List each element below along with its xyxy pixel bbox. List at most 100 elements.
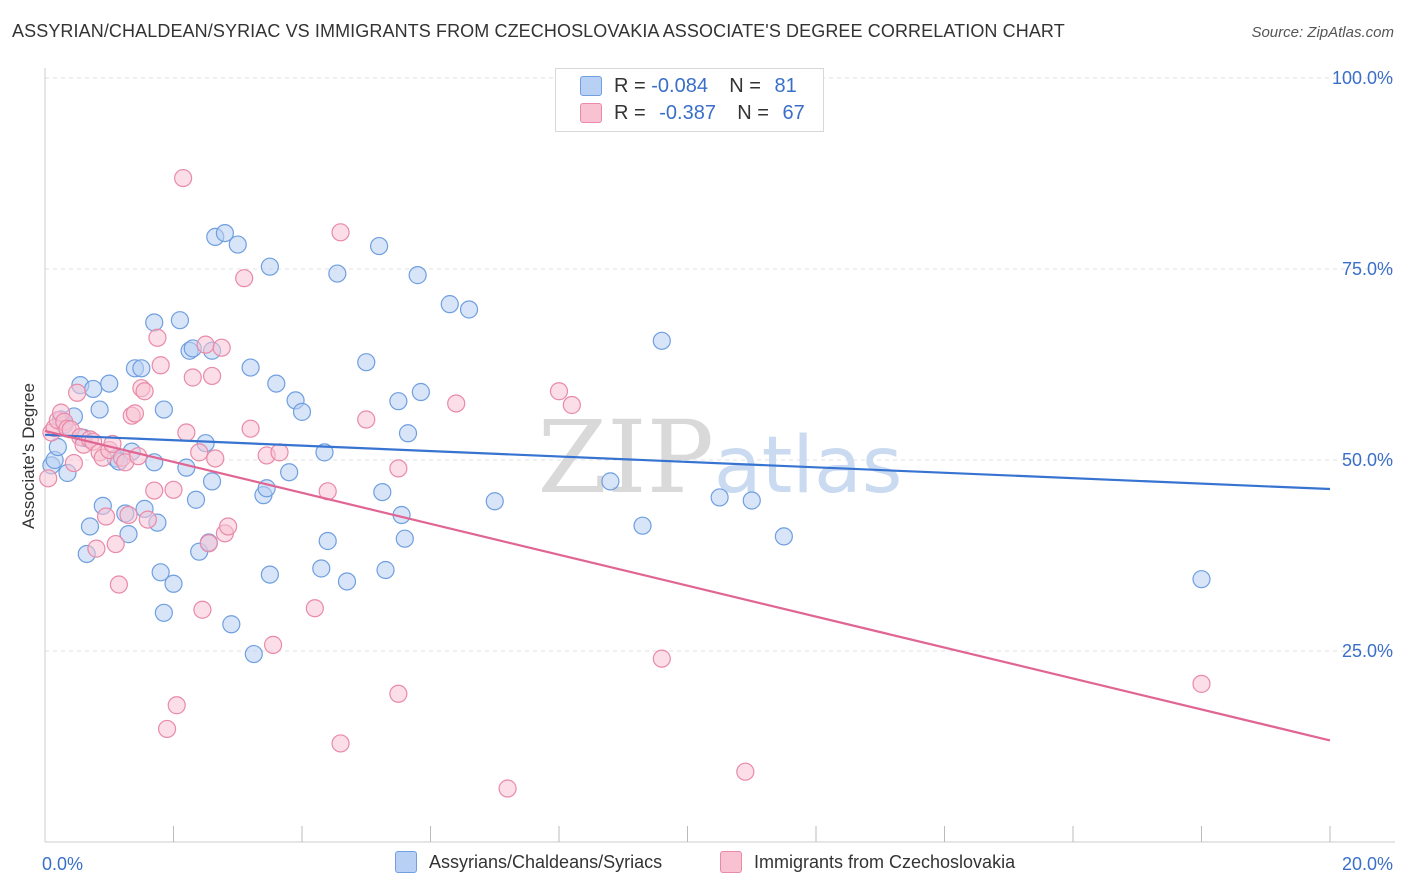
data-point: [129, 447, 148, 466]
data-point: [202, 366, 222, 386]
data-point: [370, 236, 389, 256]
data-point: [148, 328, 167, 347]
data-point: [408, 266, 427, 285]
data-point: [202, 472, 222, 491]
legend-row-czechoslovakia: R = -0.387 N = 67: [580, 100, 805, 126]
data-point: [447, 394, 466, 413]
data-point: [170, 311, 190, 330]
chart-title: ASSYRIAN/CHALDEAN/SYRIAC VS IMMIGRANTS F…: [12, 21, 1065, 41]
data-point: [151, 356, 170, 375]
data-point: [154, 603, 173, 622]
data-point: [157, 719, 177, 739]
data-point: [411, 382, 430, 402]
source-note: Source: ZipAtlas.com: [1251, 24, 1394, 41]
tick-labels: 25.0% 50.0% 75.0% 100.0% 0.0% 20.0%: [42, 68, 1393, 874]
data-point: [164, 574, 183, 593]
data-point: [331, 734, 350, 753]
data-point: [395, 529, 414, 548]
data-point: [80, 517, 100, 536]
data-point: [357, 353, 376, 372]
y-tick-label: 50.0%: [1342, 450, 1393, 470]
y-axis-label: Associate's Degree: [19, 383, 38, 529]
data-point: [199, 534, 218, 553]
legend-n-value: 67: [782, 101, 805, 124]
data-point: [174, 168, 193, 188]
data-point: [652, 331, 671, 350]
data-point: [177, 423, 196, 442]
data-point: [186, 490, 206, 509]
y-tick-label: 100.0%: [1332, 68, 1393, 88]
data-point: [774, 527, 793, 546]
data-point: [206, 449, 225, 468]
bottom-legend-label: Immigrants from Czechoslovakia: [754, 851, 1016, 872]
data-point: [315, 443, 334, 462]
legend-n-label: N =: [737, 101, 769, 124]
data-point: [193, 600, 212, 619]
legend-r-label: R =: [614, 101, 646, 124]
data-point: [280, 463, 299, 482]
data-point: [601, 472, 620, 491]
data-point: [215, 223, 234, 243]
x-tick-label-end: 20.0%: [1342, 854, 1393, 874]
legend-swatch-blue: [580, 76, 602, 96]
bottom-legend-assyrians: Assyrians/Chaldeans/Syriacs: [395, 851, 662, 873]
data-point: [260, 565, 279, 584]
data-point: [389, 392, 408, 411]
data-point: [241, 419, 260, 438]
data-point: [710, 488, 729, 507]
bottom-legend-czechoslovakia: Immigrants from Czechoslovakia: [720, 851, 1015, 873]
data-point: [222, 615, 241, 634]
data-point: [440, 295, 459, 314]
y-tick-label: 75.0%: [1342, 259, 1393, 279]
data-point: [263, 635, 283, 654]
data-point: [190, 443, 209, 462]
data-point: [125, 404, 145, 423]
data-point: [235, 269, 254, 288]
data-point: [652, 649, 671, 668]
data-point: [328, 264, 347, 283]
data-point: [373, 482, 392, 502]
data-point: [177, 458, 196, 477]
data-point: [228, 235, 247, 254]
data-point: [151, 563, 170, 582]
data-point: [109, 575, 128, 594]
data-point: [106, 534, 125, 554]
data-point: [292, 402, 312, 421]
bottom-legend-swatch-blue: [395, 851, 417, 873]
data-point: [87, 539, 106, 558]
data-point: [267, 374, 286, 393]
trend-line-assyrians: [44, 433, 1331, 491]
data-point: [196, 335, 215, 354]
data-point: [132, 359, 151, 378]
legend-r-label: R =: [614, 74, 646, 97]
data-point: [260, 257, 279, 276]
bottom-legend-swatch-pink: [720, 851, 742, 873]
data-point: [244, 644, 263, 664]
y-tick-label: 25.0%: [1342, 641, 1393, 661]
data-point: [305, 599, 324, 618]
legend-row-assyrians: R = -0.084 N = 81: [580, 73, 797, 99]
data-point: [331, 223, 350, 242]
data-point: [90, 400, 109, 419]
data-point: [398, 424, 418, 443]
data-point: [498, 779, 517, 798]
data-point: [145, 481, 164, 500]
legend-n-label: N =: [729, 74, 761, 97]
data-point: [633, 516, 652, 535]
data-point: [183, 368, 202, 387]
data-point: [135, 382, 154, 401]
data-point: [389, 459, 408, 478]
data-point: [562, 395, 581, 415]
data-point: [1192, 570, 1211, 589]
trend-line-czechoslovakia: [44, 429, 1331, 742]
data-point: [100, 374, 119, 393]
data-point: [549, 382, 569, 401]
data-point: [96, 507, 116, 526]
data-point: [318, 531, 337, 551]
data-point: [119, 505, 138, 525]
axes: [44, 68, 1395, 843]
data-point: [167, 696, 186, 715]
correlation-legend: R = -0.084 N = 81 R = -0.387 N = 67: [555, 68, 824, 132]
data-point: [270, 443, 289, 462]
